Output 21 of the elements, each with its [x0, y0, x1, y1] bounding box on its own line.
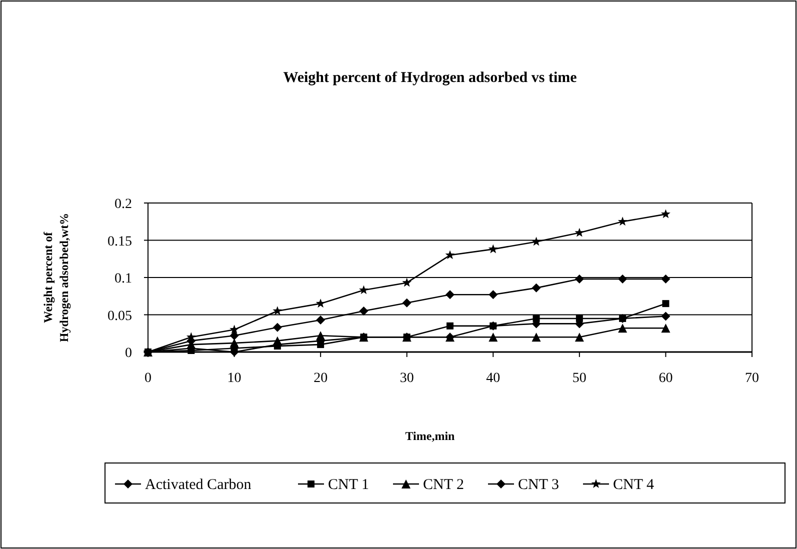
- y-tick-label: 0.1: [114, 272, 132, 286]
- legend-label: CNT 3: [518, 477, 559, 493]
- x-tick-label: 60: [658, 371, 673, 386]
- x-tick-label: 10: [227, 371, 242, 386]
- x-tick-label: 20: [314, 371, 328, 386]
- x-axis-title: Time,min: [405, 429, 456, 443]
- x-tick-label: 0: [144, 371, 152, 386]
- y-axis-title: Weight percent of Hydrogen adsorbed,wt%: [41, 212, 71, 342]
- y-tick-label: 0: [125, 346, 132, 361]
- legend-label: CNT 1: [328, 477, 369, 493]
- x-tick-label: 50: [572, 371, 586, 386]
- legend-label: Activated Carbon: [145, 477, 252, 493]
- y-tick-label: 0.15: [108, 234, 132, 250]
- y-tick-label: 0.05: [108, 308, 132, 324]
- x-tick-label: 30: [400, 371, 414, 386]
- legend-label: CNT 2: [423, 477, 464, 493]
- legend-label: CNT 4: [613, 477, 654, 493]
- x-tick-label: 40: [486, 371, 500, 386]
- y-tick-label: 0.2: [114, 197, 132, 212]
- chart-title: Weight percent of Hydrogen adsorbed vs time: [283, 70, 578, 86]
- x-tick-label: 70: [745, 371, 759, 386]
